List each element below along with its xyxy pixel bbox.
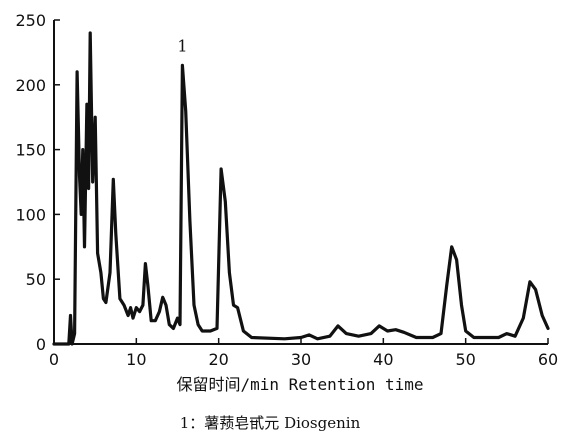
y-tick-label: 100 <box>15 205 46 224</box>
x-tick-label: 30 <box>291 350 311 369</box>
x-tick-label: 50 <box>455 350 475 369</box>
y-tick-label: 50 <box>26 270 46 289</box>
y-tick-label: 200 <box>15 76 46 95</box>
y-tick-label: 150 <box>15 141 46 160</box>
y-tick-label: 250 <box>15 11 46 30</box>
ticks: 0 50 100 150 200 250 0 10 20 30 40 50 60 <box>15 11 558 369</box>
chromatogram-line <box>52 31 550 346</box>
x-tick-label: 20 <box>208 350 228 369</box>
peak-label: 1 <box>177 36 187 55</box>
series-group <box>52 31 550 346</box>
x-tick-label: 10 <box>126 350 146 369</box>
x-tick-label: 60 <box>538 350 558 369</box>
figure-caption: 1：薯蓣皂甙元 Diosgenin <box>180 414 361 432</box>
annotation-group: 1 <box>177 36 187 55</box>
axes <box>53 20 548 345</box>
x-tick-label: 0 <box>49 350 59 369</box>
y-tick-label: 0 <box>36 335 46 354</box>
x-tick-label: 40 <box>373 350 393 369</box>
x-axis-title: 保留时间/min Retention time <box>176 375 423 394</box>
